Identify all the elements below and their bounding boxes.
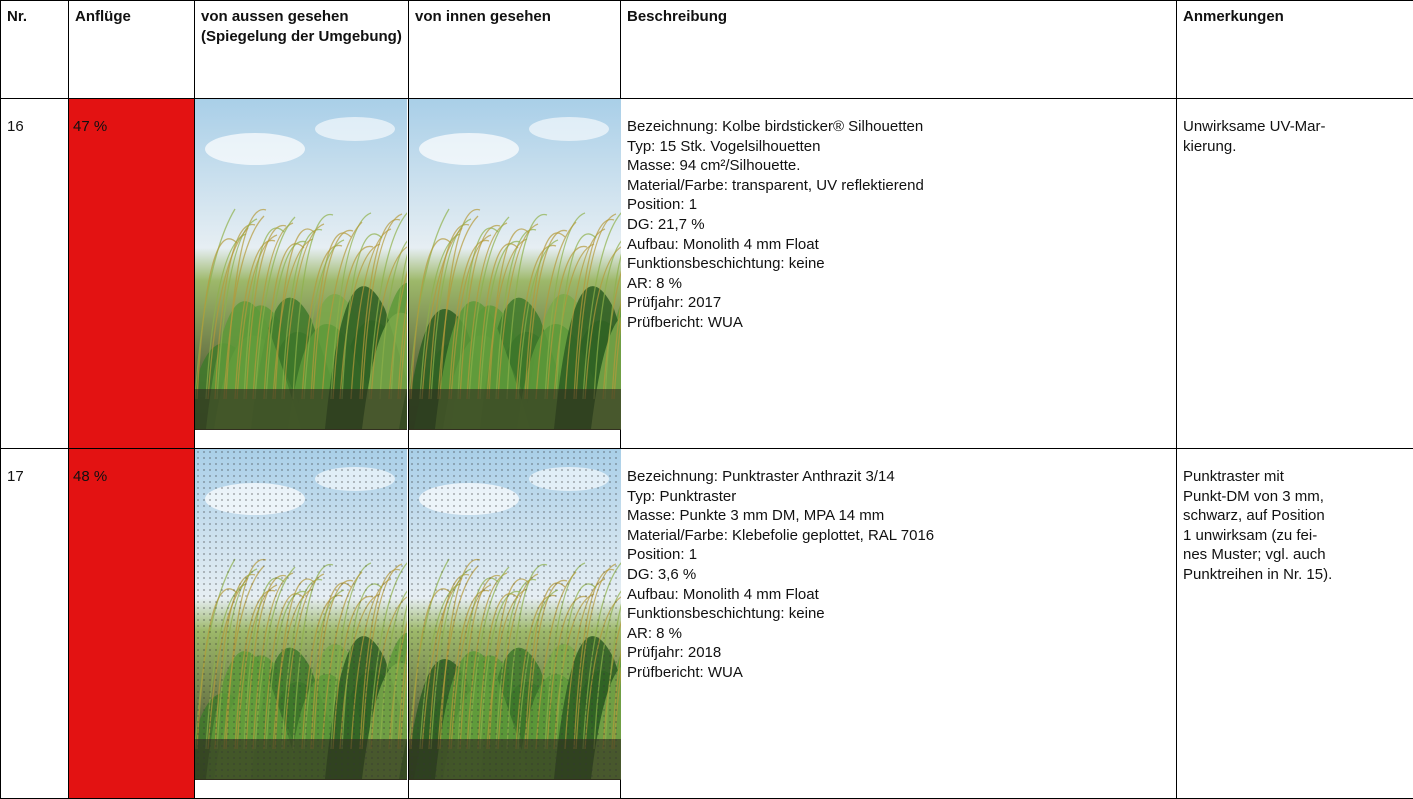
text-line: Position: 1 [627, 545, 1170, 565]
text-line: Bezeichnung: Punktraster Anthrazit 3/14 [627, 467, 1170, 487]
nr-cell: 17 [1, 449, 69, 799]
image-cell [195, 99, 409, 449]
text-line: Material/Farbe: Klebefolie geplottet, RA… [627, 526, 1170, 546]
text-line: AR: 8 % [627, 624, 1170, 644]
text-line: Bezeichnung: Kolbe birdsticker® Silhouet… [627, 117, 1170, 137]
text-line: Unwirksame UV-Mar- [1183, 117, 1407, 137]
photo [195, 449, 407, 780]
text-line: Punktraster mit [1183, 467, 1407, 487]
text-line: DG: 21,7 % [627, 215, 1170, 235]
photo [409, 99, 621, 430]
header-cell: Nr. [1, 1, 69, 99]
text-line: schwarz, auf Position [1183, 506, 1407, 526]
text-line: DG: 3,6 % [627, 565, 1170, 585]
anmerkungen-cell: Unwirksame UV-Mar-kierung. [1177, 99, 1413, 449]
anfluege-cell: 47 % [69, 99, 195, 449]
anfluege-cell: 48 % [69, 449, 195, 799]
text-line: AR: 8 % [627, 274, 1170, 294]
nr-cell: 16 [1, 99, 69, 449]
text-line: nes Muster; vgl. auch [1183, 545, 1407, 565]
image-cell [409, 449, 621, 799]
text-line: Aufbau: Monolith 4 mm Float [627, 585, 1170, 605]
text-line: Position: 1 [627, 195, 1170, 215]
text-line: Prüfbericht: WUA [627, 663, 1170, 683]
text-line: Punktreihen in Nr. 15). [1183, 565, 1407, 585]
header-cell: Anflüge [69, 1, 195, 99]
text-line: Masse: 94 cm²/Silhouette. [627, 156, 1170, 176]
text-line: Prüfjahr: 2018 [627, 643, 1170, 663]
text-line: Prüfbericht: WUA [627, 313, 1170, 333]
text-line: kierung. [1183, 137, 1407, 157]
text-line: Masse: Punkte 3 mm DM, MPA 14 mm [627, 506, 1170, 526]
text-line: Aufbau: Monolith 4 mm Float [627, 235, 1170, 255]
header-cell: Beschreibung [621, 1, 1177, 99]
photo [409, 449, 621, 780]
text-line: Prüfjahr: 2017 [627, 293, 1170, 313]
text-line: 1 unwirksam (zu fei- [1183, 526, 1407, 546]
text-line: Typ: Punktraster [627, 487, 1170, 507]
header-cell: Anmerkungen [1177, 1, 1413, 99]
text-line: Funktionsbeschichtung: keine [627, 604, 1170, 624]
text-line: Funktionsbeschichtung: keine [627, 254, 1170, 274]
text-line: Typ: 15 Stk. Vogelsilhouetten [627, 137, 1170, 157]
image-cell [409, 99, 621, 449]
photo [195, 99, 407, 430]
text-line: Punkt-DM von 3 mm, [1183, 487, 1407, 507]
image-cell [195, 449, 409, 799]
text-line: Material/Farbe: transparent, UV reflekti… [627, 176, 1170, 196]
header-cell: von innen gesehen [409, 1, 621, 99]
beschreibung-cell: Bezeichnung: Kolbe birdsticker® Silhouet… [621, 99, 1177, 449]
header-cell: von aussen gesehen (Spiegelung der Umgeb… [195, 1, 409, 99]
